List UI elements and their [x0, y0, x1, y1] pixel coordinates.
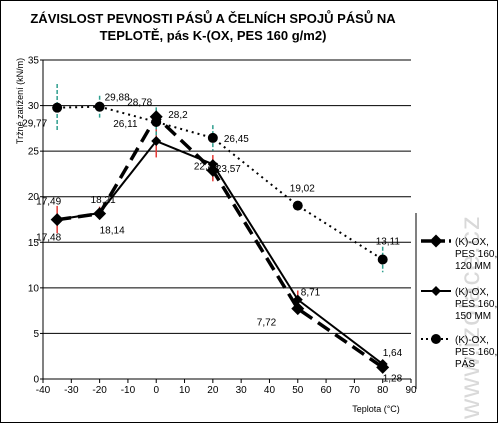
data-label-1: 8,71	[301, 288, 321, 299]
data-point-1	[52, 214, 63, 225]
x-tick-label: 80	[377, 385, 389, 396]
data-label-1: 18,21	[91, 195, 116, 206]
data-point-2	[377, 254, 388, 265]
legend-label-2: (K)-OX,	[455, 335, 489, 346]
data-point-0	[206, 163, 220, 177]
data-label-0: 28,78	[127, 98, 152, 109]
legend-label-0: (K)-OX,	[455, 237, 489, 248]
data-point-2	[151, 116, 162, 127]
data-point-1	[94, 208, 105, 219]
x-tick-label: -30	[64, 385, 79, 396]
data-label-0: 7,72	[257, 318, 277, 329]
x-tick-label: 10	[179, 385, 191, 396]
legend-label-0: 120 MM	[455, 261, 491, 272]
data-label-0: 22,89	[194, 161, 219, 172]
data-point-0	[291, 302, 305, 316]
legend-label-2: PÁS	[455, 357, 475, 370]
x-tick-label: 30	[236, 385, 248, 396]
data-label-0: 1,28	[383, 373, 403, 384]
y-axis-title: Tržné zatížení (kN/m)	[15, 58, 25, 144]
x-tick-label: -10	[121, 385, 136, 396]
data-label-2: 29,88	[105, 93, 130, 104]
legend-marker-1	[431, 286, 441, 296]
chart-title-line-2: TEPLOTĚ, pás K-(OX, PES 160 g/m2)	[100, 28, 327, 43]
data-point-1	[207, 159, 218, 170]
data-point-1	[377, 359, 388, 370]
legend-label-1: 150 MM	[455, 311, 491, 322]
data-point-2	[52, 102, 63, 113]
data-point-1	[292, 294, 303, 305]
data-label-2: 29,77	[22, 119, 47, 130]
y-tick-label: 35	[28, 56, 40, 67]
data-point-2	[292, 200, 303, 211]
y-tick-label: 30	[28, 101, 40, 112]
legend-label-0: PES 160,	[455, 249, 497, 260]
series-line-1	[57, 139, 384, 365]
data-point-1	[151, 136, 162, 147]
legend-label-2: PES 160,	[455, 347, 497, 358]
x-tick-label: 0	[153, 385, 159, 396]
y-tick-label: 20	[28, 192, 40, 203]
data-label-1: 23,57	[216, 164, 241, 175]
data-point-2	[94, 101, 105, 112]
data-label-1: 26,11	[113, 119, 138, 130]
plot-area: 0 5 10 15 20 25 30 35 -40 -30 -20 -10 0 10 20 30 40 50 60 7…	[22, 56, 417, 397]
data-label-0: 17,48	[36, 233, 61, 244]
data-label-1: 1,64	[383, 348, 403, 359]
series-line-0	[56, 113, 384, 369]
data-label-0: 18,14	[100, 226, 125, 237]
legend-marker-2	[431, 334, 441, 344]
chart-frame: www.izolace.cz ZÁVISLOST PEVNOSTI PÁSŮ A…	[0, 0, 498, 423]
legend: (K)-OX,PES 160,120 MM(K)-OX,PES 160,150 …	[415, 213, 497, 389]
chart-title-line-1: ZÁVISLOST PEVNOSTI PÁSŮ A ČELNÍCH SPOJŮ …	[30, 10, 396, 26]
x-tick-label: 90	[405, 385, 417, 396]
x-tick-label: 20	[207, 385, 219, 396]
x-tick-label: 60	[321, 385, 333, 396]
x-axis-title: Teplota (°C)	[352, 404, 400, 414]
x-tick-label: 40	[264, 385, 276, 396]
y-tick-label: 15	[28, 238, 40, 249]
y-tick-label: 5	[33, 329, 39, 340]
y-tick-label: 0	[33, 375, 39, 386]
plot-background	[43, 60, 411, 379]
x-tick-label: -40	[36, 385, 51, 396]
y-tick-label: 25	[28, 147, 40, 158]
data-point-2	[207, 132, 218, 143]
legend-marker-0	[429, 234, 443, 248]
data-label-2: 28,2	[168, 110, 188, 121]
legend-label-1: (K)-OX,	[455, 287, 489, 298]
chart-svg: www.izolace.cz ZÁVISLOST PEVNOSTI PÁSŮ A…	[15, 10, 497, 420]
data-label-1: 17,49	[36, 197, 61, 208]
data-label-2: 26,45	[224, 134, 249, 145]
watermark: www.izolace.cz	[454, 215, 485, 420]
data-label-2: 19,02	[290, 184, 315, 195]
x-tick-label: 70	[349, 385, 361, 396]
legend-label-1: PES 160,	[455, 299, 497, 310]
data-label-2: 13,11	[376, 237, 401, 248]
x-tick-label: 50	[292, 385, 304, 396]
y-tick-label: 10	[28, 283, 40, 294]
x-tick-label: -20	[92, 385, 107, 396]
